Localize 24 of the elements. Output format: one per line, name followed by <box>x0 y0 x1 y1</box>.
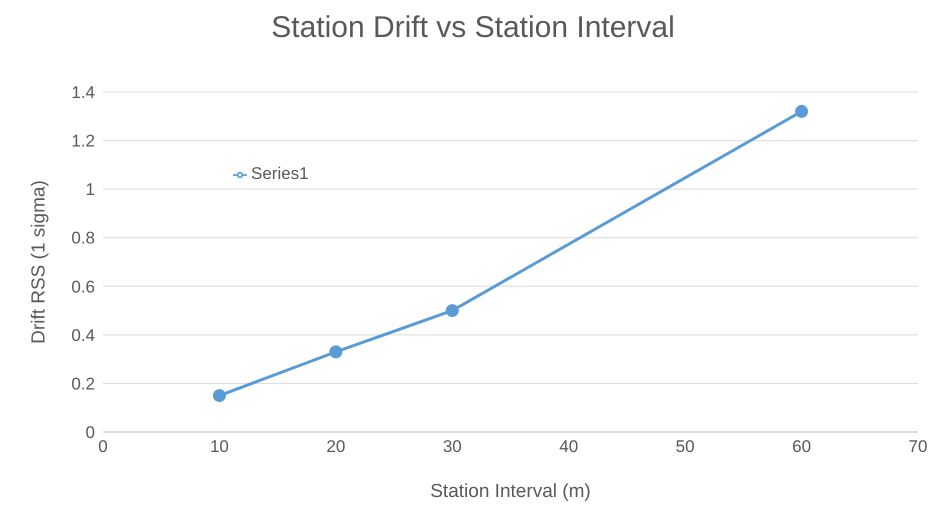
x-tick-label: 40 <box>559 437 578 456</box>
x-axis-title: Station Interval (m) <box>430 481 591 502</box>
y-tick-label: 1.2 <box>71 132 95 151</box>
point <box>446 304 459 318</box>
y-tick-label: 1 <box>86 180 95 200</box>
x-tick-label: 20 <box>326 437 346 456</box>
x-tick-label: 60 <box>792 437 812 456</box>
y-tick-label: 0.2 <box>71 374 95 394</box>
point <box>795 104 808 118</box>
chart-title: Station Drift vs Station Interval <box>270 10 676 46</box>
y-axis-title: Drift RSS (1 sigma) <box>28 180 50 344</box>
y-tick-label: 0.6 <box>71 277 95 296</box>
x-tick-label: 10 <box>210 437 229 456</box>
point <box>212 389 226 402</box>
x-tick-label: 50 <box>676 437 695 456</box>
x-tick-label: 0 <box>98 437 108 456</box>
y-tick-label: 0 <box>86 423 95 442</box>
y-tick-label: 1.4 <box>71 83 95 102</box>
x-tick-label: 70 <box>908 437 928 456</box>
y-tick-label: 0.4 <box>71 326 95 345</box>
x-tick-label: 30 <box>442 437 462 456</box>
point <box>329 345 342 358</box>
y-tick-label: 0.8 <box>71 228 95 248</box>
legend-label: Series1 <box>251 164 309 183</box>
